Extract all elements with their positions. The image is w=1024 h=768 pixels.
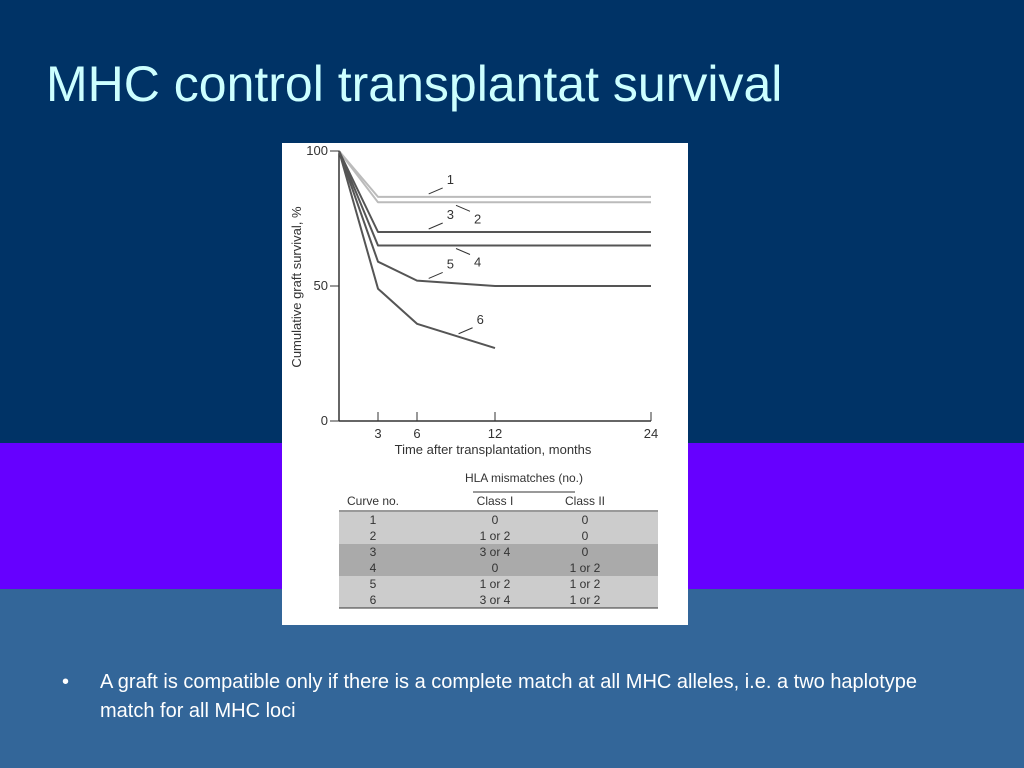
table-cell-curve-no: 6 bbox=[370, 593, 377, 607]
y-tick-label: 100 bbox=[306, 143, 328, 158]
table-header-curve-no: Curve no. bbox=[347, 494, 399, 508]
table-cell-curve-no: 3 bbox=[370, 545, 377, 559]
table-cell-class-2: 1 or 2 bbox=[570, 561, 601, 575]
series-leader-line bbox=[458, 327, 473, 335]
table-header-class-1: Class I bbox=[477, 494, 514, 508]
table-row bbox=[339, 576, 658, 592]
series-label-3: 3 bbox=[447, 207, 454, 222]
x-tick-label: 12 bbox=[488, 426, 502, 441]
table-row bbox=[339, 592, 658, 608]
series-layer bbox=[338, 150, 651, 350]
bullet-list: • A graft is compatible only if there is… bbox=[62, 668, 942, 726]
series-labels: 1 2 3 4 5 6 bbox=[428, 172, 484, 335]
y-tick-label: 0 bbox=[321, 413, 328, 428]
table-cell-class-2: 0 bbox=[582, 545, 589, 559]
series-leader-line bbox=[455, 248, 471, 255]
series-label-6: 6 bbox=[477, 312, 484, 327]
graft-survival-chart: Cumulative graft survival, % Time after … bbox=[289, 143, 658, 609]
series-line-6 bbox=[338, 150, 496, 350]
table-cell-curve-no: 4 bbox=[370, 561, 377, 575]
table-row bbox=[339, 512, 658, 528]
series-line-2 bbox=[338, 150, 651, 204]
hla-mismatch-table: 1 0 0 2 1 or 2 0 3 3 or 4 0 4 0 1 or 2 5 1 or 2 1 or 2… bbox=[339, 512, 658, 609]
table-cell-class-2: 1 or 2 bbox=[570, 593, 601, 607]
table-cell-class-1: 0 bbox=[492, 561, 499, 575]
x-tick-label: 3 bbox=[374, 426, 381, 441]
series-line-1 bbox=[338, 150, 651, 198]
figure-panel: Cumulative graft survival, % Time after … bbox=[282, 143, 688, 625]
table-row bbox=[339, 560, 658, 576]
series-line-3 bbox=[338, 150, 651, 233]
table-cell-class-1: 1 or 2 bbox=[480, 577, 511, 591]
table-cell-curve-no: 2 bbox=[370, 529, 377, 543]
x-axis-label: Time after transplantation, months bbox=[395, 442, 592, 457]
table-cell-curve-no: 5 bbox=[370, 577, 377, 591]
table-cell-class-2: 0 bbox=[582, 529, 589, 543]
bullet-item: • A graft is compatible only if there is… bbox=[62, 668, 942, 726]
table-group-header: HLA mismatches (no.) bbox=[465, 471, 583, 485]
series-leader-line bbox=[428, 222, 443, 230]
series-leader-line bbox=[428, 187, 443, 195]
table-cell-class-2: 0 bbox=[582, 513, 589, 527]
y-tick-label: 50 bbox=[314, 278, 328, 293]
table-row bbox=[339, 528, 658, 544]
x-tick-label: 6 bbox=[413, 426, 420, 441]
series-label-2: 2 bbox=[474, 211, 481, 226]
table-cell-curve-no: 1 bbox=[370, 513, 377, 527]
series-line-4 bbox=[338, 150, 651, 247]
table-cell-class-1: 0 bbox=[492, 513, 499, 527]
y-axis-label: Cumulative graft survival, % bbox=[289, 206, 304, 368]
slide-title: MHC control transplantat survival bbox=[46, 56, 783, 112]
series-leader-line bbox=[428, 271, 443, 279]
series-label-5: 5 bbox=[447, 256, 454, 271]
series-label-1: 1 bbox=[447, 172, 454, 187]
table-cell-class-1: 3 or 4 bbox=[480, 545, 511, 559]
series-label-4: 4 bbox=[474, 255, 481, 270]
bullet-marker: • bbox=[62, 671, 70, 693]
table-header-class-2: Class II bbox=[565, 494, 605, 508]
table-row bbox=[339, 544, 658, 560]
table-cell-class-2: 1 or 2 bbox=[570, 577, 601, 591]
series-leader-line bbox=[455, 204, 471, 212]
x-tick-label: 24 bbox=[644, 426, 658, 441]
table-cell-class-1: 3 or 4 bbox=[480, 593, 511, 607]
series-line-5 bbox=[338, 150, 651, 287]
bullet-text: A graft is compatible only if there is a… bbox=[100, 671, 918, 722]
table-cell-class-1: 1 or 2 bbox=[480, 529, 511, 543]
